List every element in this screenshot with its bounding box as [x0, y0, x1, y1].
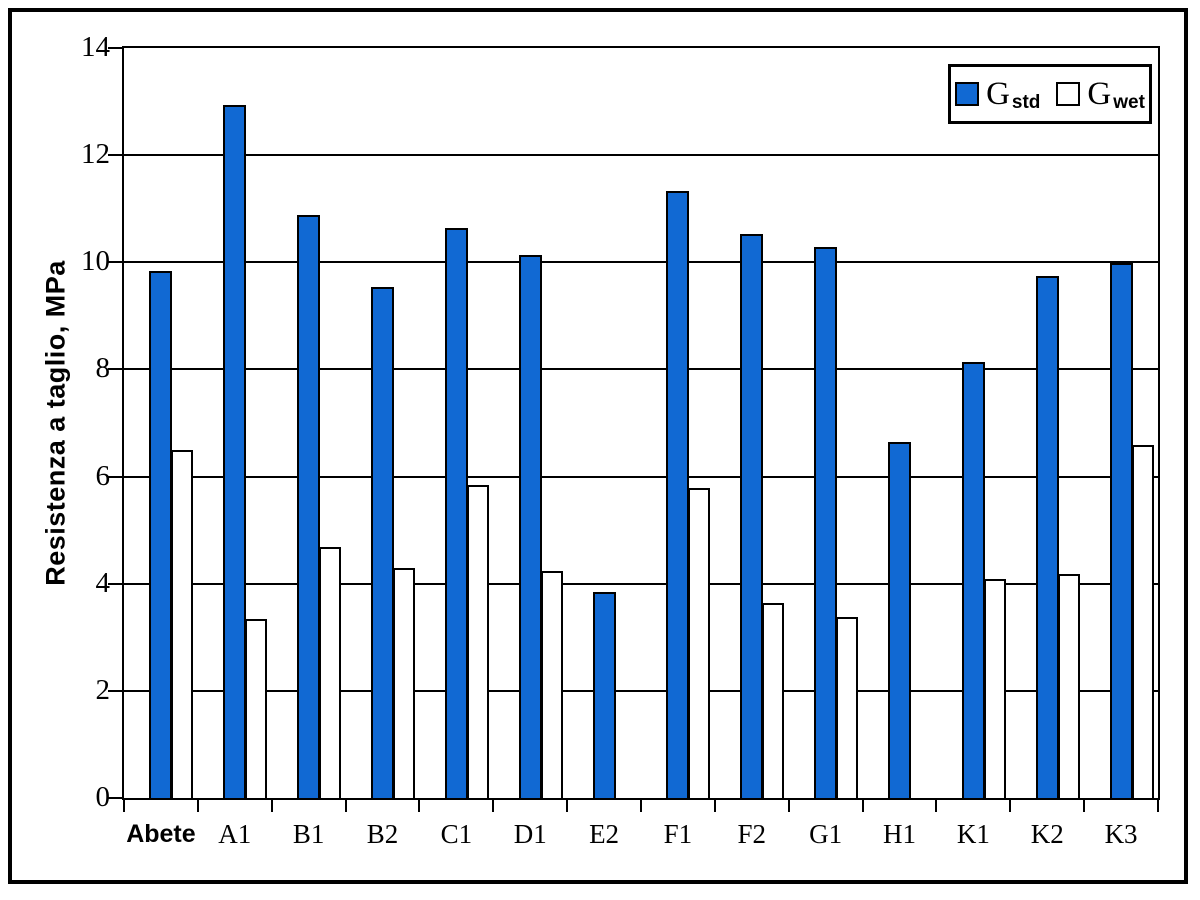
y-tick-label-4: 4 — [95, 566, 111, 599]
gridline-10 — [124, 261, 1158, 264]
x-category-label-g1: G1 — [809, 819, 843, 849]
y-axis-title: Resistenza a taglio, MPa — [40, 260, 71, 586]
gridline-2 — [124, 689, 1158, 692]
y-tick-label-6: 6 — [95, 459, 111, 492]
bar-gstd-h1 — [888, 442, 911, 798]
bar-gstd-g1 — [814, 246, 838, 798]
x-category-label-a1: A1 — [218, 819, 252, 849]
x-category-label-d1: D1 — [513, 819, 547, 849]
bar-gwet-b2 — [393, 568, 415, 798]
legend-label-g_wet: G — [1087, 75, 1112, 112]
x-category-label-e2: E2 — [589, 819, 620, 849]
bar-gwet-c1 — [466, 485, 489, 798]
bar-gstd-c1 — [444, 228, 468, 798]
bar-gstd-k3 — [1109, 262, 1133, 798]
bar-gwet-f2 — [762, 603, 785, 798]
x-axis-tick-11 — [935, 800, 938, 812]
bar-gwet-k1 — [983, 579, 1006, 798]
gridline-12 — [124, 154, 1158, 157]
bar-gstd-a1 — [223, 104, 247, 798]
x-axis-tick-9 — [787, 800, 790, 812]
y-axis-tick-14 — [108, 47, 122, 49]
y-tick-label-2: 2 — [95, 673, 111, 706]
bar-gstd-b2 — [371, 287, 394, 798]
y-axis-tick-4 — [108, 582, 122, 585]
x-axis-tick-0 — [123, 800, 125, 812]
x-category-label-b2: B2 — [366, 819, 399, 849]
gridline-4 — [124, 582, 1158, 585]
bar-gstd-k1 — [961, 362, 985, 798]
y-tick-label-12: 12 — [81, 138, 110, 171]
x-axis-tick-12 — [1009, 800, 1012, 812]
x-axis-tick-1 — [196, 800, 199, 812]
x-category-label-f1: F1 — [663, 819, 693, 849]
y-axis-tick-0 — [108, 797, 122, 799]
x-category-label-k1: K1 — [956, 819, 990, 849]
y-tick-label-10: 10 — [81, 245, 110, 278]
x-axis-tick-14 — [1157, 800, 1159, 812]
legend-sublabel-g_wet: wet — [1113, 92, 1145, 113]
y-axis-tick-8 — [108, 368, 122, 371]
bar-gstd-e2 — [592, 592, 616, 798]
bar-gstd-abete — [149, 271, 173, 798]
legend-swatch-g_wet — [1056, 82, 1081, 106]
bar-gstd-k2 — [1035, 276, 1059, 798]
bar-gwet-d1 — [540, 571, 563, 798]
x-axis-tick-2 — [270, 800, 273, 812]
bar-gwet-a1 — [245, 619, 268, 798]
x-category-label-b1: B1 — [292, 819, 325, 849]
y-axis-tick-6 — [108, 475, 122, 478]
y-axis-tick-12 — [108, 154, 122, 157]
bar-gwet-abete — [171, 450, 194, 798]
y-tick-label-0: 0 — [95, 781, 111, 813]
plot-area — [108, 46, 1160, 812]
x-axis-tick-8 — [713, 800, 716, 812]
legend-swatch-g_std — [955, 82, 980, 106]
bar-gwet-f1 — [688, 487, 711, 798]
bar-gwet-k3 — [1131, 445, 1154, 798]
x-axis-tick-5 — [492, 800, 495, 812]
legend-sublabel-g_std: std — [1011, 92, 1041, 113]
y-tick-label-8: 8 — [95, 352, 111, 385]
bar-gstd-f2 — [740, 233, 764, 798]
x-category-label-k2: K2 — [1030, 819, 1064, 849]
y-axis-tick-10 — [108, 261, 122, 264]
x-axis-tick-3 — [344, 800, 347, 812]
legend-label-g_std: G — [986, 75, 1010, 112]
gridline-6 — [124, 475, 1158, 478]
x-category-label-f2: F2 — [737, 819, 767, 849]
bar-gstd-b1 — [297, 214, 321, 798]
y-axis-tick-2 — [108, 689, 122, 692]
x-axis-tick-7 — [640, 800, 642, 812]
x-axis-tick-6 — [566, 800, 569, 812]
bar-gwet-g1 — [836, 616, 859, 798]
gridline-8 — [124, 368, 1158, 371]
bar-gstd-d1 — [518, 254, 542, 798]
x-category-label-abete: Abete — [126, 820, 196, 848]
bar-gstd-f1 — [666, 190, 690, 798]
x-category-label-k3: K3 — [1104, 819, 1138, 849]
bar-gwet-b1 — [319, 546, 342, 798]
x-axis-tick-10 — [861, 800, 864, 812]
bar-gwet-k2 — [1057, 573, 1080, 798]
x-category-label-c1: C1 — [440, 819, 473, 849]
y-tick-label-14: 14 — [81, 31, 110, 63]
x-axis-tick-4 — [418, 800, 421, 812]
x-category-label-h1: H1 — [883, 819, 916, 849]
x-axis-tick-13 — [1083, 800, 1086, 812]
